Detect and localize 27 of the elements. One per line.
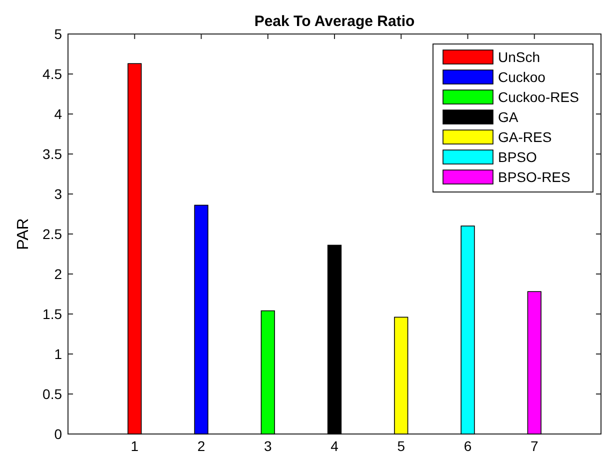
legend-label: BPSO-RES (498, 168, 570, 185)
y-tick-label: 3.5 (42, 146, 62, 162)
y-tick-label: 4.5 (42, 66, 62, 82)
x-tick-label: 1 (130, 438, 139, 454)
x-tick-label: 5 (397, 438, 406, 454)
chart-title: Peak To Average Ratio (254, 13, 415, 30)
legend-label: Cuckoo-RES (498, 88, 579, 105)
legend-label: Cuckoo (498, 68, 546, 85)
y-tick-label: 2.5 (42, 226, 62, 242)
y-tick-label: 1 (54, 346, 62, 362)
y-tick-label: 2 (54, 266, 62, 282)
legend-label: GA (498, 108, 519, 125)
y-tick-label: 5 (54, 26, 62, 42)
y-tick-label: 4 (54, 106, 62, 122)
x-tick-label: 3 (264, 438, 272, 454)
x-tick-label: 4 (330, 438, 339, 454)
legend-label: GA-RES (498, 128, 552, 145)
y-tick-label: 0 (54, 426, 62, 442)
y-tick-label: 3 (54, 186, 62, 202)
legend-label: UnSch (498, 48, 540, 65)
x-tick-label: 2 (197, 438, 206, 454)
legend-label: BPSO (498, 148, 538, 165)
x-tick-label: 6 (464, 438, 472, 454)
y-tick-label: 0.5 (42, 386, 62, 402)
y-tick-label: 1.5 (42, 306, 62, 322)
x-tick-label: 7 (530, 438, 538, 454)
y-axis-title: PAR (15, 218, 32, 250)
